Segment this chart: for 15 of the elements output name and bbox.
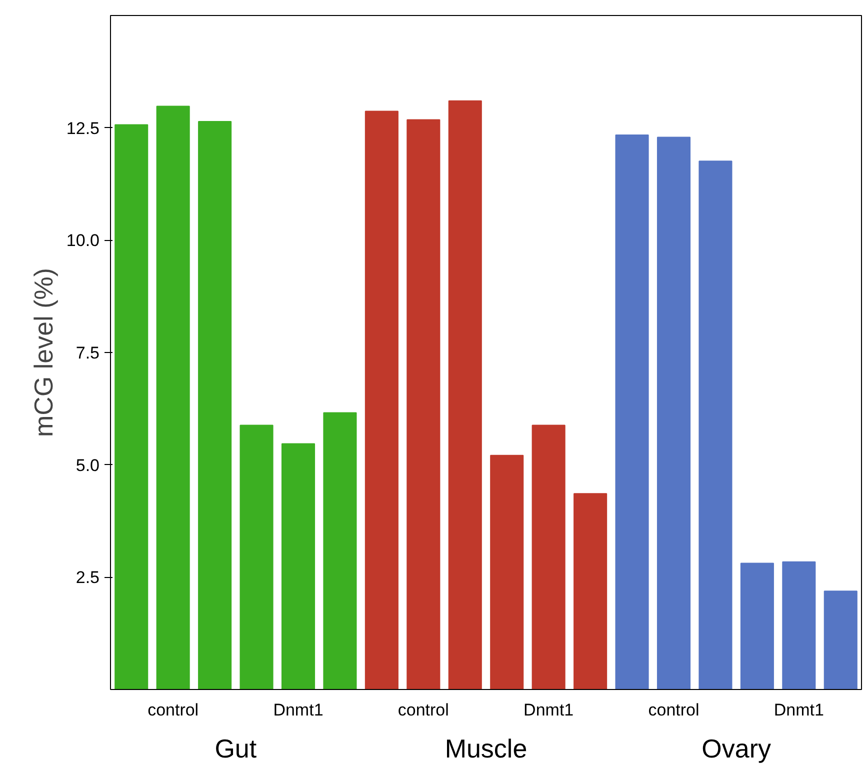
y-tick-label: 10.0	[66, 231, 100, 250]
y-tick-label: 12.5	[66, 118, 100, 138]
text: Muscle	[444, 734, 528, 764]
x-tick-label: control	[148, 700, 199, 720]
x-tick-label: control	[648, 700, 700, 720]
x-tick-label: Dnmt1	[774, 700, 824, 720]
text: Ovary	[702, 734, 772, 764]
y-tick-label: 5.0	[76, 456, 100, 475]
text: Gut	[214, 734, 258, 764]
y-axis-title: mCG level (%)	[28, 268, 58, 438]
x-tick-label: control	[398, 700, 449, 720]
y-tick-label: 7.5	[76, 344, 100, 362]
x-tick-label: Dnmt1	[273, 700, 324, 720]
x-tick-label: Dnmt1	[524, 700, 574, 720]
y-tick-label: 2.5	[76, 568, 100, 588]
